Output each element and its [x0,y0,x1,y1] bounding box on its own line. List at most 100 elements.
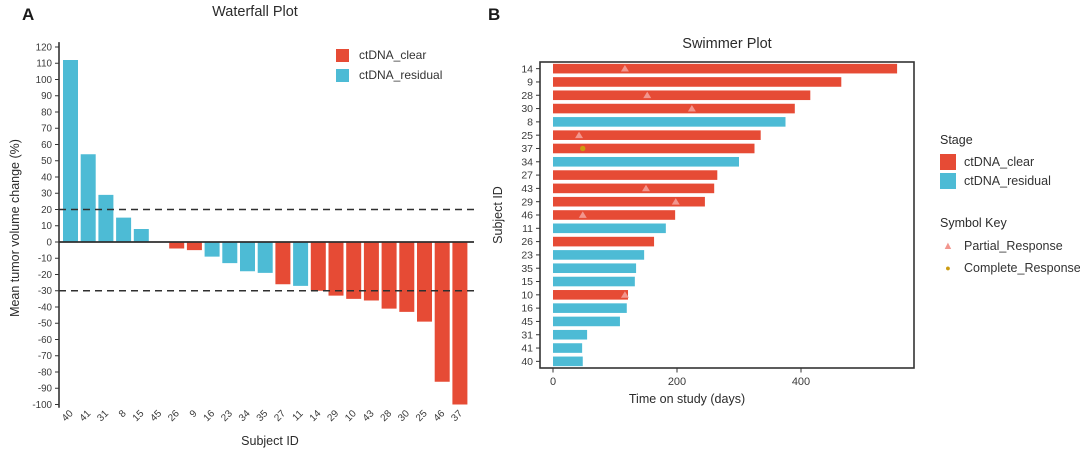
x-tick-label: 45 [148,408,164,424]
x-tick-label: 40 [60,408,76,424]
y-tick-label: 34 [521,156,533,168]
y-tick-label: 41 [521,343,533,355]
y-tick-label: -60 [38,335,53,346]
y-tick-label: -80 [38,367,53,378]
x-tick-label: 26 [166,408,182,424]
waterfall-bar [381,242,397,309]
swimmer-bar [553,316,620,327]
legend-label: ctDNA_residual [964,173,1051,188]
swimmer-bar [553,223,666,234]
ctdna-residual-swatch-icon [336,68,349,82]
swimmer-bar [553,156,739,167]
legend-label: ctDNA_clear [359,48,427,62]
waterfall-title: Waterfall Plot [212,4,298,20]
x-tick-label: 9 [188,408,200,420]
waterfall-bar [363,242,379,301]
ctdna-residual-swatch-icon [940,172,956,189]
panel-b-label: B [488,5,501,24]
swimmer-bar [553,63,898,74]
y-tick-label: 11 [522,223,533,235]
partial-response-marker [620,291,629,298]
legend-label: Complete_Response [964,261,1080,275]
y-tick-label: 10 [41,221,52,232]
x-tick-label: 46 [432,408,448,424]
waterfall-bar [169,242,185,249]
swimmer-bar [553,236,655,247]
x-tick-label: 30 [396,408,412,424]
y-tick-label: 31 [521,329,533,341]
swimmer-bar [553,356,583,367]
legend-item-partial-response: ▲ Partial_Response [940,235,1080,257]
ctdna-clear-swatch-icon [940,153,956,170]
waterfall-bar [346,242,362,299]
waterfall-bar [116,217,132,242]
y-tick-label: 80 [41,107,52,118]
x-tick-label: 29 [325,408,341,424]
waterfall-bar [186,242,202,251]
swimmer-bar [553,210,676,220]
y-tick-label: 28 [521,90,533,102]
ctdna-clear-swatch-icon [336,48,349,62]
y-tick-label: 120 [36,42,53,53]
complete-response-marker [580,145,586,152]
partial-response-marker [671,198,680,205]
y-tick-label: 110 [36,59,52,70]
swimmer-bar [553,77,842,87]
waterfall-bar [275,242,291,285]
y-tick-label: 15 [521,276,533,288]
y-tick-label: -30 [38,286,53,297]
waterfall-bar [240,242,255,272]
y-tick-label: 23 [521,250,533,262]
swimmer-x-axis-title: Time on study (days) [628,392,746,406]
swimmer-bar [553,250,645,260]
complete-response-dot-icon: ● [945,263,951,273]
y-tick-label: 30 [41,189,52,200]
y-tick-label: 37 [521,143,533,155]
swimmer-bar [553,329,588,340]
waterfall-bar [293,242,309,286]
partial-response-marker [687,104,696,112]
partial-response-triangle-icon: ▲ [942,240,954,252]
y-tick-label: 20 [41,205,52,216]
x-tick-label: 37 [449,408,465,424]
partial-response-marker [643,91,652,99]
legend-item-complete-response: ● Complete_Response [940,257,1080,279]
legend-item-ctdna-residual: ctDNA_residual [940,171,1080,190]
waterfall-bar [434,242,450,382]
y-tick-label: 46 [521,210,533,222]
waterfall-bar [133,229,149,242]
legend-item-ctdna-clear: ctDNA_clear [940,152,1080,171]
swimmer-bar [553,343,583,353]
y-tick-label: 100 [36,75,53,86]
legend-label: ctDNA_clear [964,154,1035,169]
x-tick-label: 28 [379,408,395,424]
x-tick-label: 43 [361,408,377,424]
x-tick-label: 0 [550,376,556,388]
y-tick-label: 29 [521,196,533,208]
y-tick-label: 16 [521,303,533,315]
partial-response-marker [578,211,587,218]
x-tick-label: 400 [792,376,810,388]
swimmer-bar [553,103,795,114]
x-tick-label: 10 [343,408,359,424]
x-tick-label: 31 [95,408,111,424]
y-tick-label: 70 [41,124,52,135]
x-tick-label: 14 [308,408,324,424]
partial-response-marker [575,131,584,139]
swimmer-bar [553,303,627,313]
waterfall-bar [310,242,326,291]
waterfall-chart: 1201101009080706050403020100-10-20-30-40… [32,42,474,424]
y-tick-label: 40 [521,356,533,368]
waterfall-bar [452,242,468,405]
legend-item-ctdna-clear: ctDNA_clear [336,45,442,65]
partial-response-marker [642,184,650,192]
y-tick-label: -90 [38,384,53,395]
x-tick-label: 15 [131,408,147,424]
x-tick-label: 35 [255,408,271,424]
swimmer-bar [553,276,635,287]
swimmer-legend: Stage ctDNA_clear ctDNA_residual Symbol … [940,133,1080,279]
y-tick-label: -70 [38,351,53,362]
plot-frame [539,61,915,369]
